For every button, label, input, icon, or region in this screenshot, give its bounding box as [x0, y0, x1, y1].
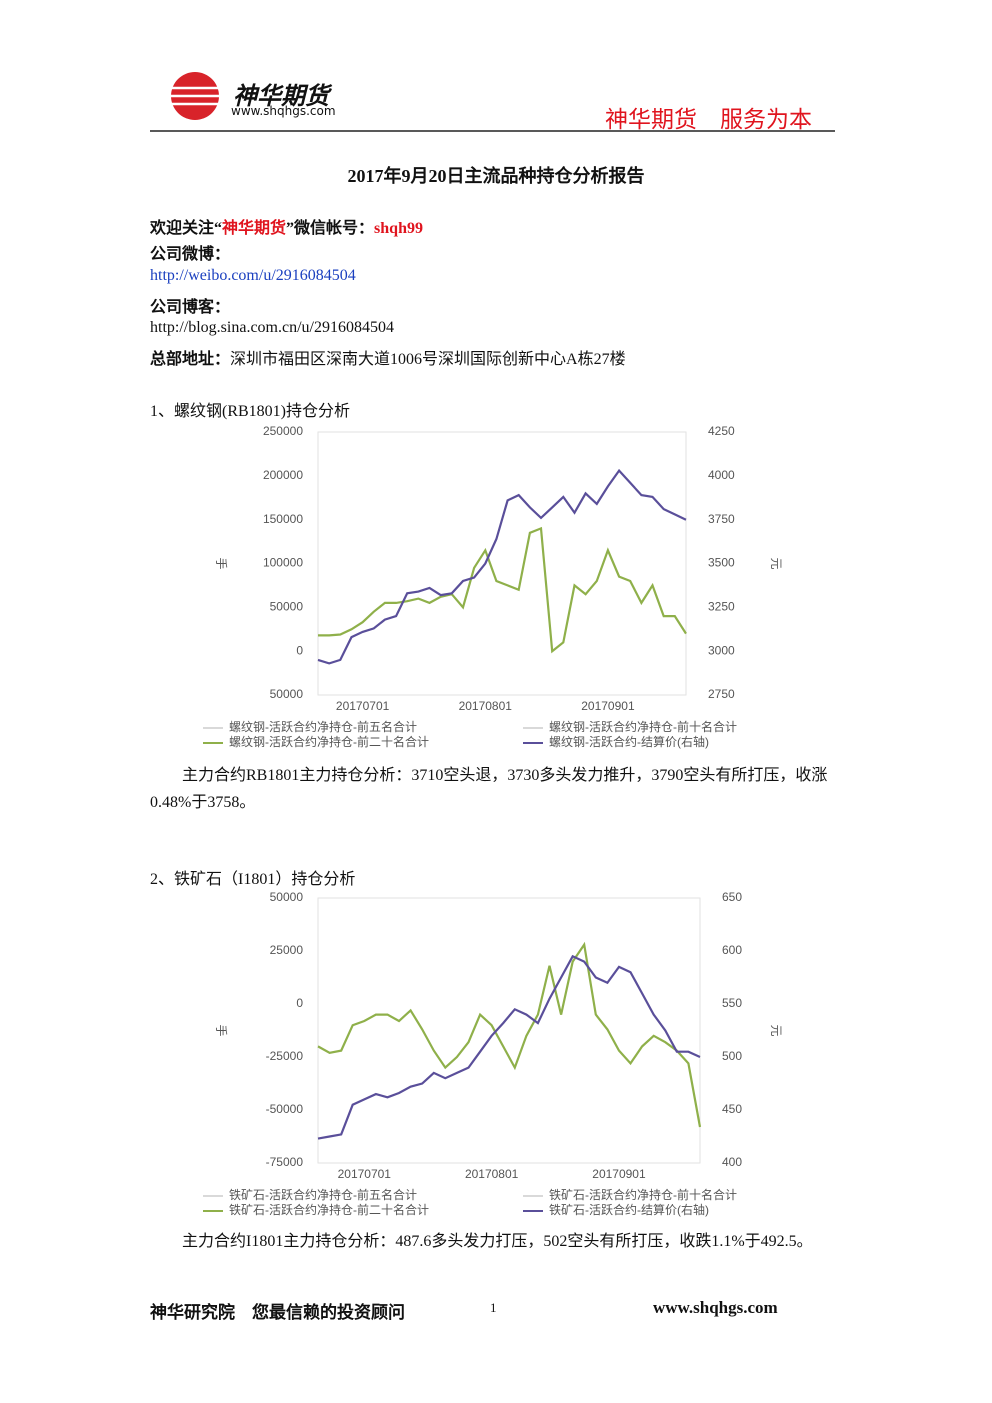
address: 深圳市福田区深南大道1006号深圳国际创新中心A栋27楼	[230, 351, 626, 368]
y2-tick-label: 450	[722, 1102, 742, 1116]
text: shqh99	[374, 220, 423, 237]
y-tick-label: 50000	[270, 600, 304, 614]
section-heading: 1、螺纹钢(RB1801)持仓分析	[150, 403, 351, 420]
y2-tick-label: 4000	[708, 468, 735, 482]
footer-url: www.shqhgs.com	[653, 1298, 778, 1317]
legend-label: 螺纹钢-活跃合约-结算价(右轴)	[549, 734, 709, 749]
address-line: 总部地址：深圳市福田区深南大道1006号深圳国际创新中心A栋27楼	[150, 345, 626, 369]
logo-stripes	[170, 86, 220, 106]
y2-tick-label: 3500	[708, 556, 735, 570]
y2-tick-label: 550	[722, 996, 742, 1010]
y-axis-label: 手	[214, 557, 228, 569]
y2-tick-label: 400	[722, 1155, 742, 1169]
y-tick-label: 25000	[270, 943, 304, 957]
legend-label: 铁矿石-活跃合约-结算价(右轴)	[549, 1202, 709, 1217]
series-line	[317, 941, 702, 1128]
legend-label: 铁矿石-活跃合约净持仓-前五名合计	[229, 1187, 417, 1202]
y-tick-label: 100000	[263, 556, 303, 570]
legend-label: 螺纹钢-活跃合约净持仓-前二十名合计	[229, 734, 429, 749]
y2-tick-label: 650	[722, 890, 742, 904]
x-tick-label: 20170901	[592, 1167, 646, 1181]
legend-label: 铁矿石-活跃合约净持仓-前十名合计	[549, 1187, 737, 1202]
y-axis-label: 手	[214, 1024, 228, 1036]
y-tick-label: 200000	[263, 468, 303, 482]
brand: 神华期货	[233, 82, 329, 110]
legend-label: 铁矿石-活跃合约净持仓-前二十名合计	[229, 1202, 429, 1217]
x-tick-label: 20170701	[338, 1167, 392, 1181]
analysis: 主力合约RB1801主力持仓分析：3710空头退，3730多头发力推升，3790…	[150, 767, 828, 811]
y2-tick-label: 4250	[708, 424, 735, 438]
y2-axis-label: 元	[769, 1024, 783, 1036]
y2-tick-label: 3000	[708, 643, 735, 657]
y2-tick-label: 3750	[708, 512, 735, 526]
y2-tick-label: 600	[722, 943, 742, 957]
y-tick-label: -25000	[266, 1049, 304, 1063]
series-line	[317, 468, 687, 665]
text: ”微信帐号：	[286, 220, 375, 237]
chart: -75000 -50000 -25000 0 25000 50000 400 450 500 55…	[203, 890, 783, 1217]
x-tick-label: 20170801	[465, 1167, 519, 1181]
page-number: 1	[490, 1300, 497, 1315]
y-tick-label: 250000	[263, 424, 303, 438]
chart: 50000 0 50000 100000 150000 200000 250000 2750 3…	[203, 424, 783, 749]
header-graphics	[150, 72, 835, 132]
section-heading: 2、铁矿石（I1801）持仓分析	[150, 871, 356, 888]
analysis: 主力合约I1801主力持仓分析：487.6多头发力打压，502空头有所打压，收跌…	[182, 1233, 813, 1250]
blog-url: http://blog.sina.com.cn/u/2916084504	[150, 319, 394, 336]
address-label: 总部地址：	[150, 351, 231, 368]
legend-label: 螺纹钢-活跃合约净持仓-前五名合计	[229, 719, 417, 734]
text: 神华期货	[222, 220, 287, 237]
text: 欢迎关注“	[150, 220, 223, 237]
series-line	[317, 954, 701, 1140]
y-tick-label: -75000	[266, 1155, 304, 1169]
plot-frame	[317, 897, 701, 1164]
report-title: 2017年9月20日主流品种持仓分析报告	[347, 166, 645, 186]
slogan: 神华期货 服务为本	[605, 107, 812, 133]
y-tick-label: -50000	[266, 1102, 304, 1116]
weibo-label: 公司微博：	[150, 246, 231, 263]
y2-tick-label: 500	[722, 1049, 742, 1063]
x-tick-label: 20170801	[459, 699, 513, 713]
blog-label: 公司博客：	[150, 299, 231, 316]
weibo-link[interactable]: http://weibo.com/u/2916084504	[150, 267, 356, 284]
y-tick-label: 150000	[263, 512, 303, 526]
series-line	[318, 526, 687, 654]
y2-tick-label: 3250	[708, 600, 735, 614]
brand-url: www.shqhgs.com	[231, 104, 336, 118]
legend-label: 螺纹钢-活跃合约净持仓-前十名合计	[549, 719, 737, 734]
plot-frame	[317, 431, 687, 696]
x-tick-label: 20170701	[336, 699, 390, 713]
y2-tick-label: 2750	[708, 687, 735, 701]
y-tick-label: 0	[296, 643, 303, 657]
footer-left: 神华研究院 您最信赖的投资顾问	[150, 1303, 405, 1322]
y-tick-label: 50000	[270, 687, 304, 701]
x-tick-label: 20170901	[581, 699, 635, 713]
y2-axis-label: 元	[769, 557, 783, 569]
y-tick-label: 50000	[270, 890, 304, 904]
wechat-line: 欢迎关注“神华期货”微信帐号：shqh99	[150, 214, 423, 238]
y-tick-label: 0	[296, 996, 303, 1010]
